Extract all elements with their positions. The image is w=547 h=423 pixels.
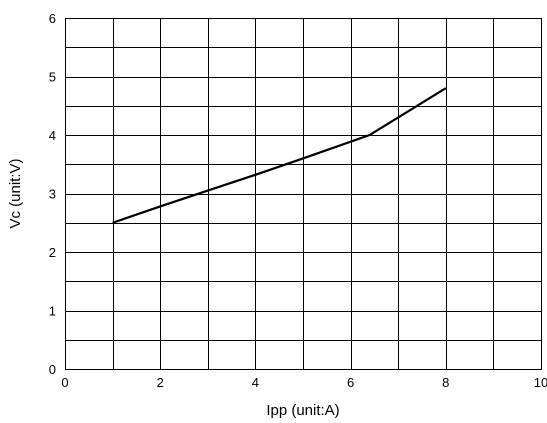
x-tick-label: 2 [157,375,164,390]
y-tick-label: 6 [49,11,56,26]
y-axis-label: Vc (unit:V) [7,158,24,228]
plot-frame [64,17,543,371]
y-tick-label: 1 [49,304,56,319]
series-line [112,87,447,224]
x-tick-label: 4 [252,375,259,390]
x-axis-ticks: 0 2 4 6 8 10 [61,375,547,390]
x-tick-label: 6 [347,375,354,390]
grid [65,18,542,370]
y-tick-label: 3 [49,187,56,202]
x-tick-label: 10 [534,375,547,390]
series-group [112,87,447,224]
y-tick-label: 2 [49,245,56,260]
x-tick-label: 8 [442,375,449,390]
y-axis-ticks: 0 1 2 3 4 5 6 [49,11,56,377]
y-tick-label: 0 [49,362,56,377]
x-tick-label: 0 [61,375,68,390]
y-tick-label: 4 [49,128,56,143]
y-tick-label: 5 [49,70,56,85]
x-axis-label: Ipp (unit:A) [266,402,339,419]
